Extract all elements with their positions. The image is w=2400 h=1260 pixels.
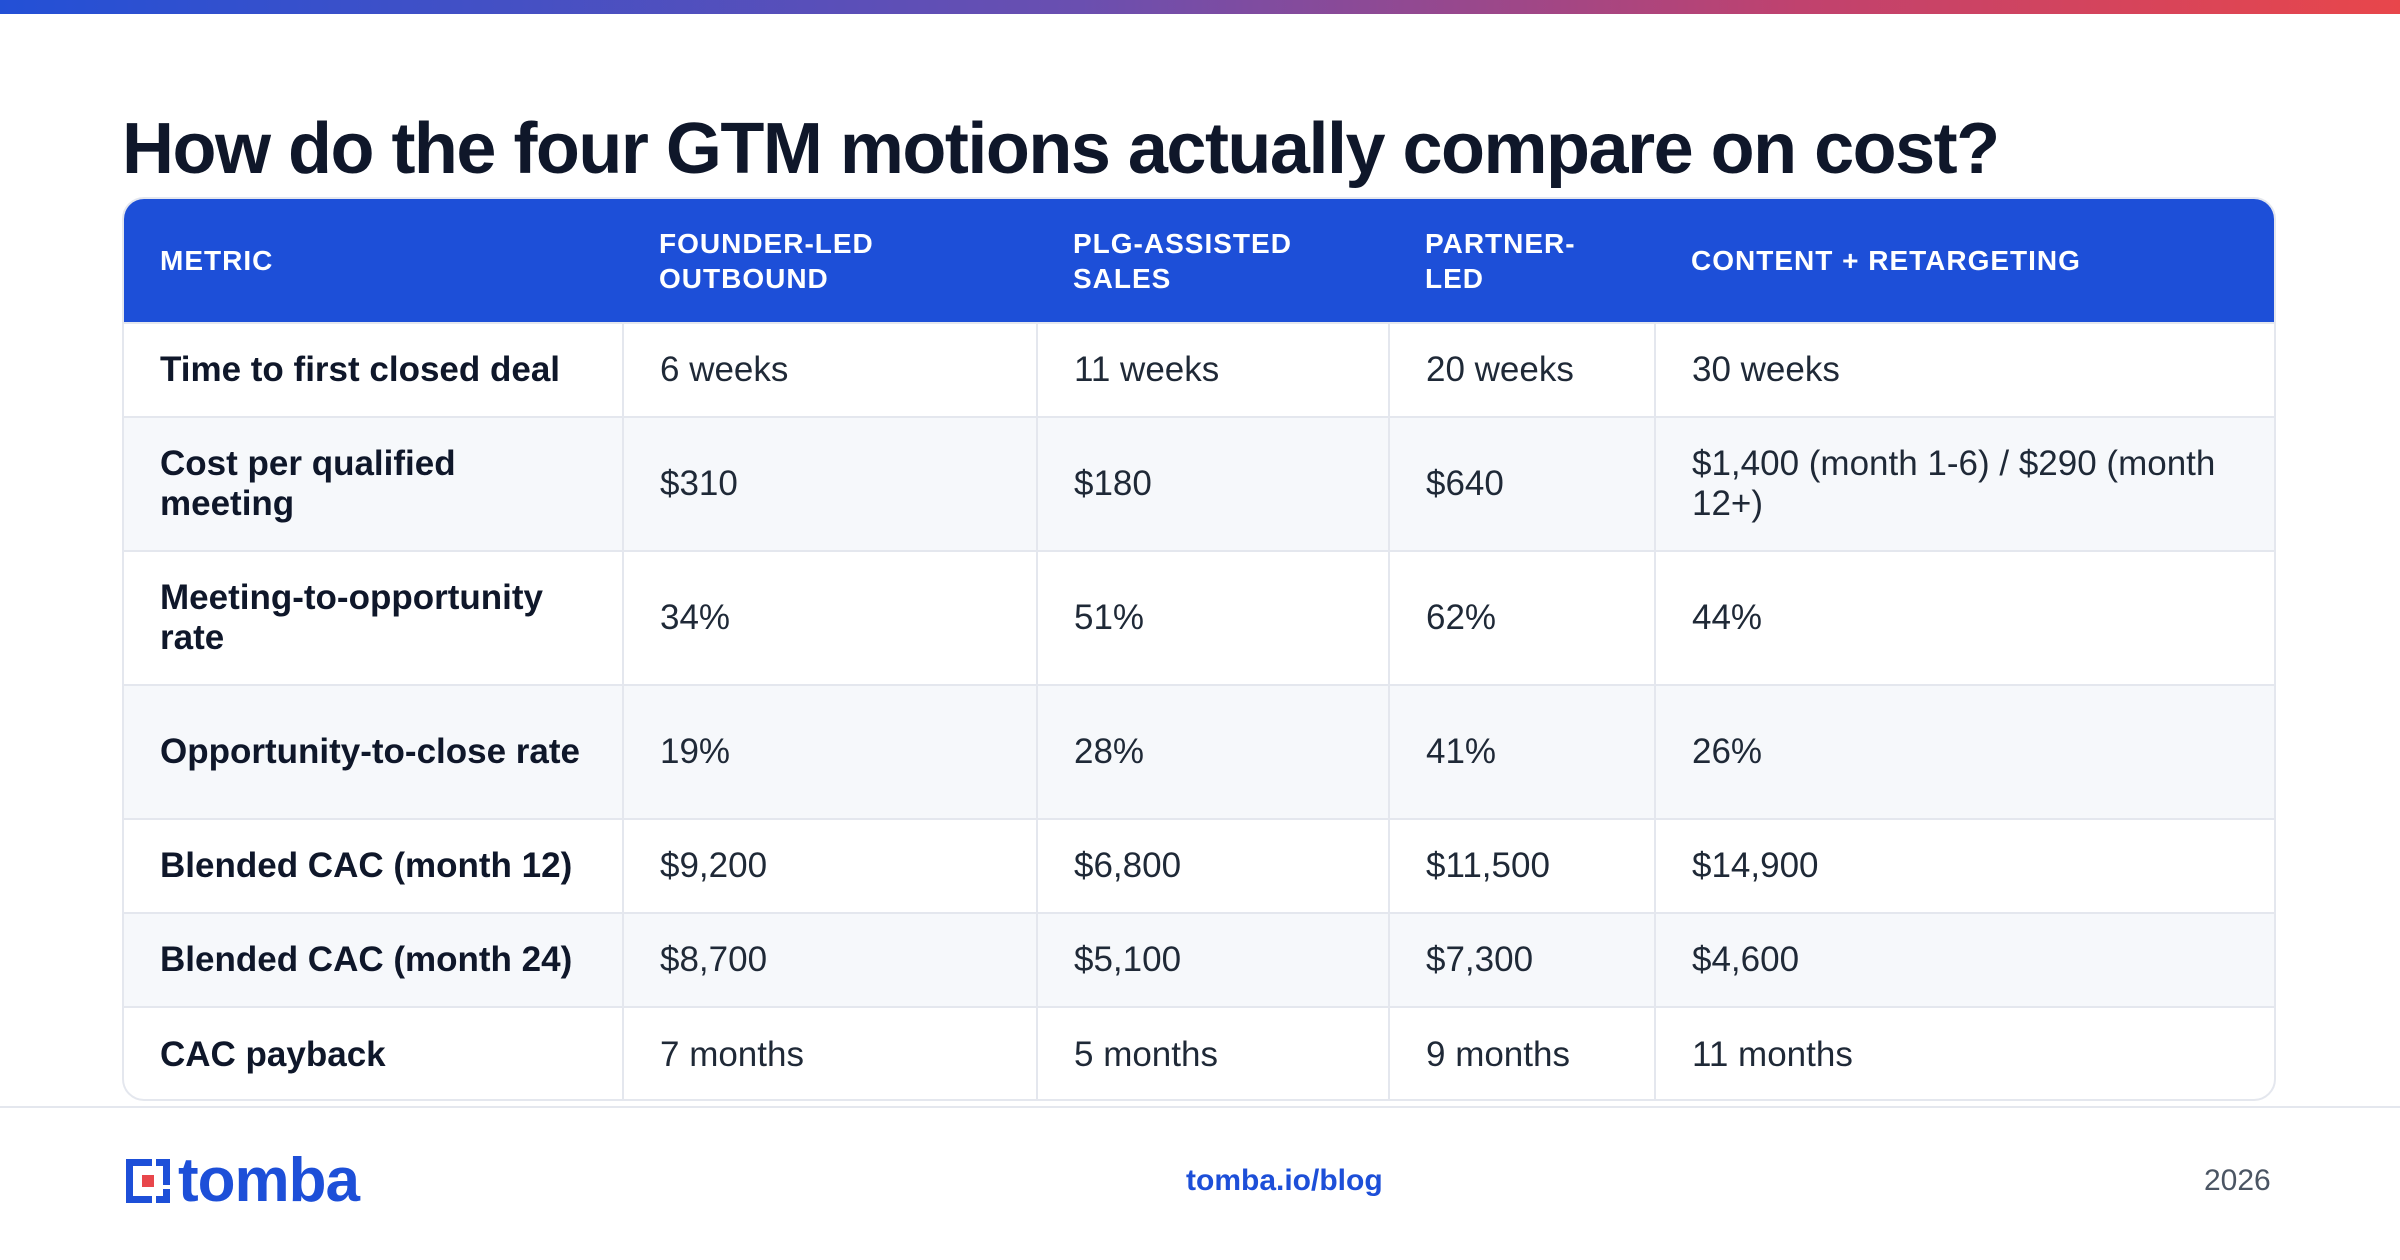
value-cell: $5,100 [1037, 912, 1390, 1007]
value-cell: 19% [623, 684, 1038, 819]
comparison-table: METRIC FOUNDER-LED OUTBOUND PLG-ASSISTED… [124, 199, 2274, 1099]
footer-year: 2026 [2204, 1164, 2271, 1197]
column-header-plg-assisted-sales: PLG-ASSISTED SALES [1037, 199, 1389, 323]
metric-cell: Meeting-to-opportunity rate [124, 550, 624, 685]
metric-cell: Time to first closed deal [124, 322, 624, 417]
page-title: How do the four GTM motions actually com… [122, 109, 2000, 189]
blog-link[interactable]: tomba.io/blog [1186, 1164, 1383, 1197]
value-cell: 6 weeks [623, 322, 1038, 417]
table-row: Opportunity-to-close rate 19% 28% 41% 26… [124, 684, 2274, 819]
metric-cell: CAC payback [124, 1006, 624, 1099]
value-cell: 30 weeks [1655, 322, 2274, 417]
value-cell: 28% [1037, 684, 1390, 819]
value-cell: 5 months [1037, 1006, 1390, 1099]
value-cell: $6,800 [1037, 818, 1390, 913]
value-cell: 41% [1389, 684, 1656, 819]
table-row: Meeting-to-opportunity rate 34% 51% 62% … [124, 550, 2274, 685]
table-row: Time to first closed deal 6 weeks 11 wee… [124, 322, 2274, 417]
table-row: Cost per qualified meeting $310 $180 $64… [124, 416, 2274, 551]
tomba-logo[interactable]: tomba [122, 1146, 360, 1215]
column-header-founder-led-outbound: FOUNDER-LED OUTBOUND [623, 199, 1037, 323]
value-cell: $11,500 [1389, 818, 1656, 913]
value-cell: 11 weeks [1037, 322, 1390, 417]
comparison-table-card: METRIC FOUNDER-LED OUTBOUND PLG-ASSISTED… [122, 197, 2276, 1101]
value-cell: 44% [1655, 550, 2274, 685]
table-row: CAC payback 7 months 5 months 9 months 1… [124, 1006, 2274, 1099]
value-cell: 34% [623, 550, 1038, 685]
footer-divider [0, 1106, 2400, 1108]
value-cell: 11 months [1655, 1006, 2274, 1099]
value-cell: $7,300 [1389, 912, 1656, 1007]
table-header-row: METRIC FOUNDER-LED OUTBOUND PLG-ASSISTED… [124, 199, 2274, 323]
table-row: Blended CAC (month 12) $9,200 $6,800 $11… [124, 818, 2274, 913]
value-cell: 9 months [1389, 1006, 1656, 1099]
column-header-metric: METRIC [124, 199, 623, 323]
value-cell: $310 [623, 416, 1038, 551]
value-cell: 20 weeks [1389, 322, 1656, 417]
value-cell: $640 [1389, 416, 1656, 551]
value-cell: 51% [1037, 550, 1390, 685]
top-gradient-bar [0, 0, 2400, 14]
value-cell: 62% [1389, 550, 1656, 685]
value-cell: $180 [1037, 416, 1390, 551]
value-cell: $8,700 [623, 912, 1038, 1007]
metric-cell: Cost per qualified meeting [124, 416, 624, 551]
logo-wordmark: tomba [178, 1146, 360, 1215]
value-cell: $4,600 [1655, 912, 2274, 1007]
column-header-partner-led: PARTNER-LED [1389, 199, 1655, 323]
table-row: Blended CAC (month 24) $8,700 $5,100 $7,… [124, 912, 2274, 1007]
metric-cell: Blended CAC (month 24) [124, 912, 624, 1007]
value-cell: $9,200 [623, 818, 1038, 913]
value-cell: 7 months [623, 1006, 1038, 1099]
metric-cell: Opportunity-to-close rate [124, 684, 624, 819]
value-cell: $1,400 (month 1-6) / $290 (month 12+) [1655, 416, 2274, 551]
tomba-bracket-logo-icon [126, 1159, 170, 1203]
metric-cell: Blended CAC (month 12) [124, 818, 624, 913]
value-cell: $14,900 [1655, 818, 2274, 913]
value-cell: 26% [1655, 684, 2274, 819]
column-header-content-retargeting: CONTENT + RETARGETING [1655, 199, 2274, 323]
